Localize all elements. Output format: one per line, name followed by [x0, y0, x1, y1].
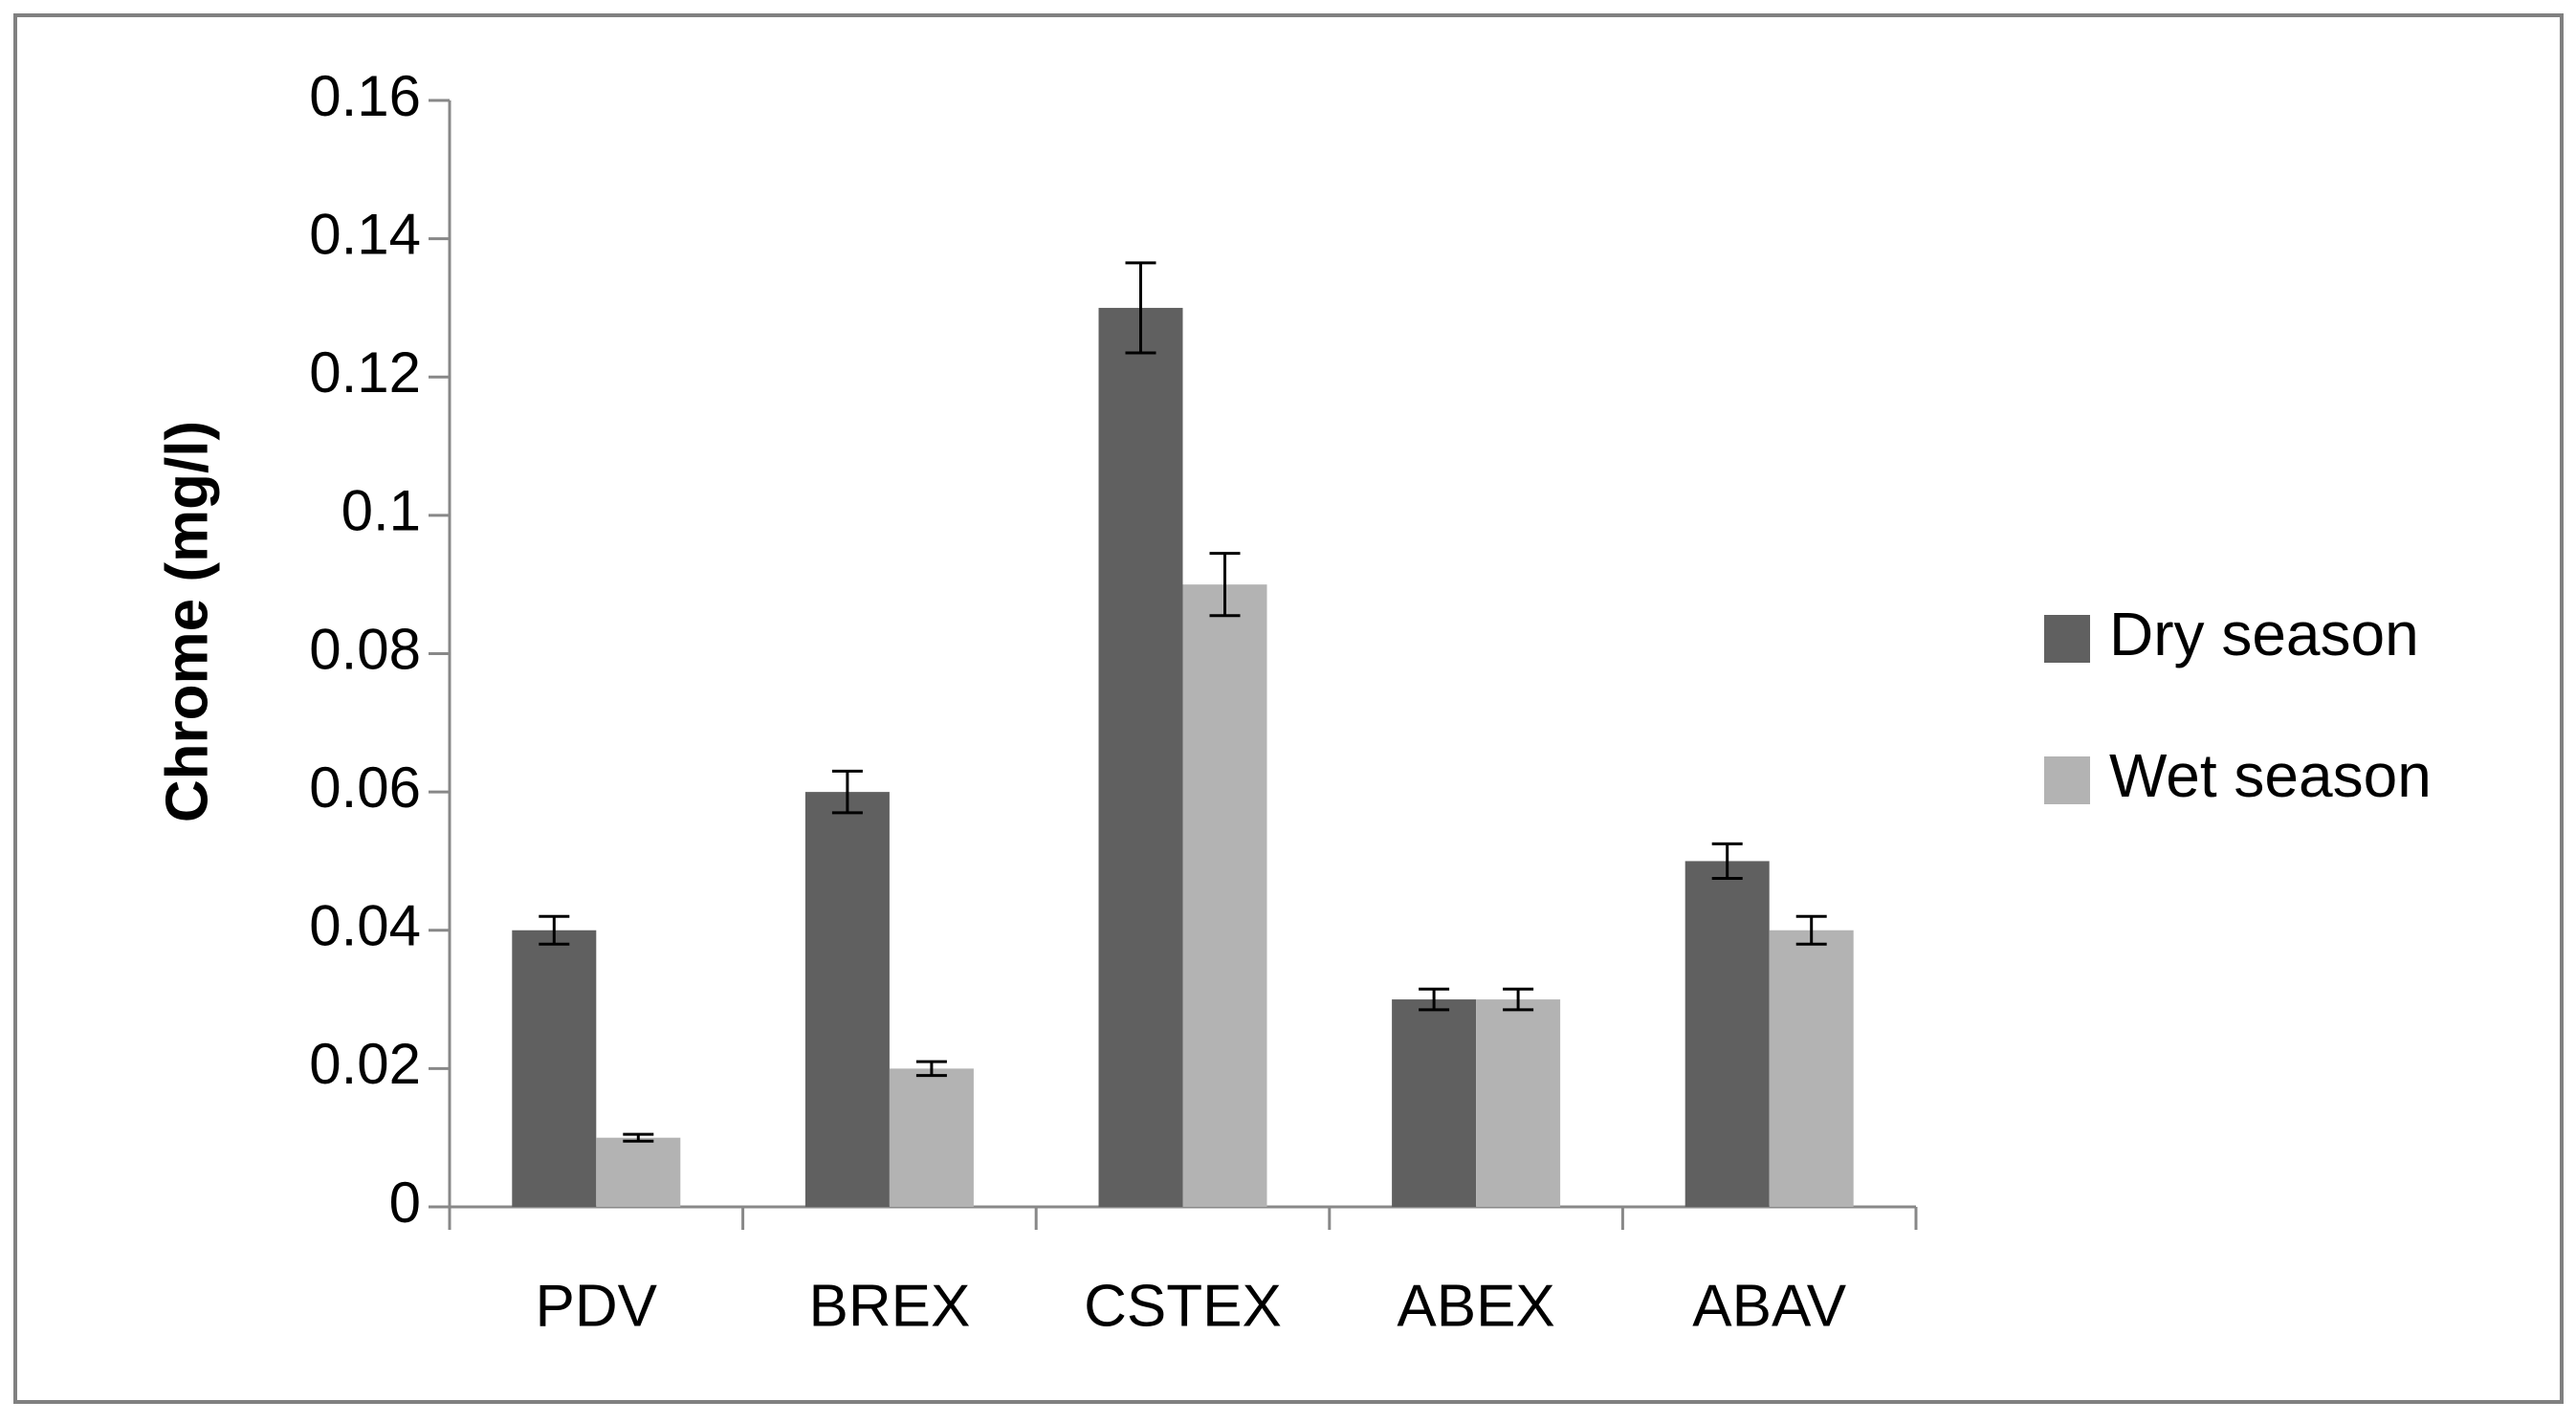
y-tick-label: 0.12: [309, 340, 421, 405]
bar-dry-season: [804, 792, 890, 1207]
bar-dry-season: [512, 930, 597, 1207]
legend: Dry season Wet season: [2044, 600, 2432, 810]
legend-label: Wet season: [2109, 741, 2432, 810]
legend-label: Dry season: [2109, 600, 2419, 668]
bar-wet-season: [889, 1068, 974, 1207]
x-category-label: ABEX: [1397, 1273, 1554, 1339]
y-tick-label: 0.06: [309, 755, 421, 820]
x-category-label: ABAV: [1692, 1273, 1846, 1339]
x-category-label: PDV: [536, 1273, 658, 1339]
bar-dry-season: [1684, 861, 1770, 1207]
bar-wet-season: [1182, 584, 1267, 1207]
x-category-label: CSTEX: [1084, 1273, 1282, 1339]
y-tick-label: 0.08: [309, 617, 421, 681]
y-tick-label: 0.1: [341, 479, 421, 543]
bar-wet-season: [1476, 999, 1561, 1207]
bar-dry-season: [1098, 307, 1183, 1207]
bar-dry-season: [1392, 999, 1477, 1207]
y-tick-label: 0.14: [309, 202, 421, 266]
bar-wet-season: [596, 1137, 681, 1207]
y-axis-title: Chrome (mg/l): [154, 421, 220, 822]
legend-swatch: [2044, 756, 2090, 804]
y-tick-label: 0.16: [309, 64, 421, 128]
y-tick-label: 0.02: [309, 1032, 421, 1096]
y-tick-label: 0: [389, 1171, 421, 1235]
legend-swatch: [2044, 615, 2090, 663]
chart-border: [13, 13, 2564, 1404]
bar-wet-season: [1769, 930, 1854, 1207]
plot-area: 0 0.02 0.04 0.06 0.08 0.1 0.12 0.14 0.16 PDV BREX C…: [309, 64, 1918, 1339]
y-tick-label: 0.04: [309, 894, 421, 958]
x-category-label: BREX: [808, 1273, 970, 1339]
